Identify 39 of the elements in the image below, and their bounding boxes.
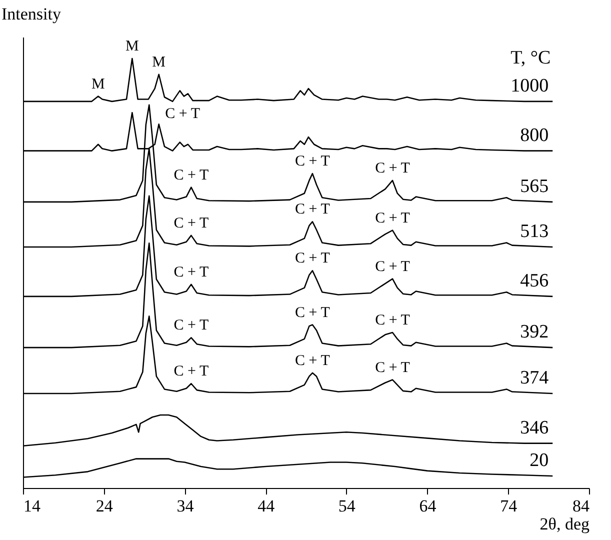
annotation: C + T — [174, 264, 209, 280]
legend-title: T, °C — [510, 47, 551, 68]
annotation: C + T — [295, 304, 330, 321]
annotation: C + T — [375, 160, 410, 176]
x-tick-label: 44 — [258, 496, 276, 516]
annotation: M — [125, 38, 139, 54]
annotation: C + T — [174, 215, 209, 232]
series-label: 456 — [520, 270, 549, 292]
x-tick-label: 24 — [96, 496, 114, 516]
annotation: C + T — [295, 250, 330, 267]
annotation: M — [92, 76, 105, 92]
annotation: C + T — [375, 360, 410, 376]
annotation: C + T — [174, 364, 209, 380]
series-label: 20 — [530, 450, 549, 471]
series-label: 513 — [520, 221, 549, 242]
annotation: C + T — [174, 318, 209, 334]
x-axis-title: 2θ, deg — [540, 514, 590, 534]
annotation: C + T — [375, 210, 410, 226]
x-tick-label: 34 — [176, 496, 194, 516]
annotation: C + T — [295, 202, 330, 218]
series-label: 565 — [520, 176, 549, 197]
x-tick-label: 64 — [419, 496, 437, 516]
series-label: 346 — [520, 417, 549, 438]
annotation: C + T — [295, 154, 330, 170]
series-label: 392 — [520, 322, 549, 343]
series-label: 374 — [520, 368, 550, 389]
series-label: 800 — [520, 124, 549, 146]
annotation: C + T — [375, 312, 410, 329]
x-tick-label: 74 — [500, 496, 518, 516]
annotation: M — [152, 54, 166, 70]
series-label: 1000 — [510, 75, 549, 96]
x-tick-label: 14 — [24, 496, 41, 516]
y-axis-title: Intensity — [2, 4, 62, 24]
annotation: C + T — [174, 167, 209, 184]
annotation: C + T — [375, 258, 410, 275]
x-tick-label: 84 — [572, 496, 590, 516]
annotation: C + T — [165, 106, 200, 122]
annotation: C + T — [295, 352, 330, 369]
x-tick-label: 54 — [338, 496, 356, 516]
